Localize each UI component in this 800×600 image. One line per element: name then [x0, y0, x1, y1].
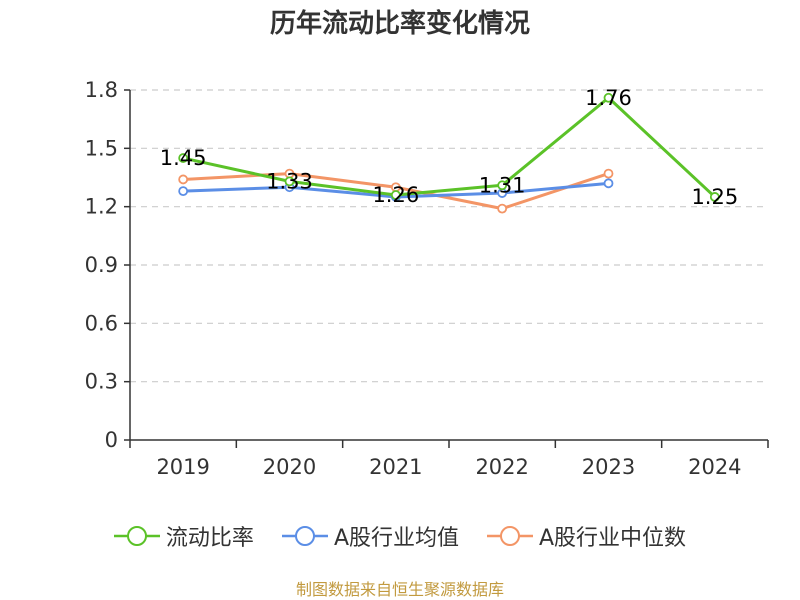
y-tick-label-3: 0.9: [85, 253, 118, 277]
x-tick-label-2024: 2024: [688, 455, 741, 479]
x-tick-label-2022: 2022: [475, 455, 528, 479]
legend-label-current-ratio: 流动比率: [165, 526, 254, 551]
data-label-0-2021: 1.26: [372, 183, 419, 207]
x-tick-label-2020: 2020: [263, 455, 316, 479]
y-tick-label-6: 1.8: [85, 78, 118, 102]
y-tick-label-1: 0.3: [85, 370, 118, 394]
series-0-point-2021[interactable]: [390, 190, 401, 200]
series-0-point-2024[interactable]: [709, 192, 720, 202]
y-tick-label-4: 1.2: [85, 195, 118, 219]
legend-item-industry-mean[interactable]: A股行业均值: [281, 520, 459, 552]
y-tick-label-5: 1.5: [85, 136, 118, 160]
y-tick-label-2: 0.6: [85, 311, 118, 335]
label-layer: 1.45 1.33 1.26 1.31 1.76 1.25: [160, 86, 738, 209]
series-0-point-2019[interactable]: [178, 153, 189, 163]
legend-label-industry-median: A股行业中位数: [539, 526, 687, 551]
legend-marker-industry-median: [487, 526, 533, 546]
series-line-0: [181, 96, 717, 199]
series-layer: [178, 92, 720, 214]
series-2-point-2019[interactable]: [178, 174, 189, 185]
x-tick-label-2021: 2021: [369, 455, 422, 479]
legend-item-current-ratio[interactable]: 流动比率: [113, 520, 254, 552]
series-1-point-2023[interactable]: [603, 178, 614, 189]
grid-layer: [130, 89, 768, 383]
axis-layer: 0 0.3 0.6 0.9 1.2 1.5 1.8 2019 2020 2021 2022 2023 2…: [85, 78, 769, 479]
series-2-point-2023[interactable]: [603, 168, 614, 179]
data-label-0-2024: 1.25: [691, 185, 738, 209]
data-source-note: 制图数据来自恒生聚源数据库: [295, 580, 504, 599]
legend: 流动比率 A股行业均值 A股行业中位数: [0, 516, 800, 556]
data-label-0-2020: 1.33: [266, 169, 313, 193]
x-tick-label-2019: 2019: [156, 455, 209, 479]
y-tick-label-0: 0: [105, 428, 118, 452]
data-label-0-2023: 1.76: [585, 86, 632, 110]
legend-item-industry-median[interactable]: A股行业中位数: [487, 520, 686, 552]
data-label-0-2022: 1.31: [479, 173, 526, 197]
legend-marker-industry-mean: [281, 526, 328, 546]
series-1-point-2019[interactable]: [178, 186, 189, 197]
series-0-point-2022[interactable]: [497, 180, 508, 191]
data-label-0-2019: 1.45: [160, 146, 207, 170]
x-tick-label-2023: 2023: [582, 455, 635, 479]
chart-title: 历年流动比率变化情况: [269, 9, 530, 39]
series-0-point-2023[interactable]: [603, 92, 614, 103]
legend-label-industry-mean: A股行业均值: [333, 526, 459, 551]
series-0-point-2020[interactable]: [284, 176, 295, 187]
legend-marker-current-ratio: [113, 526, 160, 546]
series-2-point-2022[interactable]: [497, 203, 508, 214]
